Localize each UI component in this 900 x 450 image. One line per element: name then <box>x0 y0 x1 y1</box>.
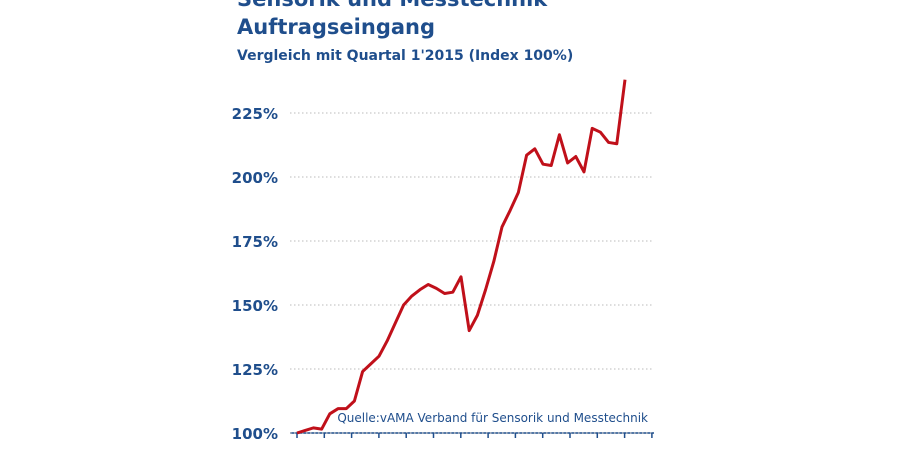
y-tick-label: 100% <box>232 425 278 443</box>
y-tick-label: 200% <box>232 169 278 187</box>
chart-title: Auftragseingang <box>237 15 435 39</box>
y-tick-label: 225% <box>232 105 278 123</box>
y-tick-label: 175% <box>232 233 278 251</box>
data-line <box>296 79 627 435</box>
chart-subtitle: Vergleich mit Quartal 1'2015 (Index 100%… <box>237 48 573 64</box>
y-tick-label: 125% <box>232 361 278 379</box>
y-tick-label: 150% <box>232 297 278 315</box>
chart-title: Sensorik und Messtechnik <box>237 0 548 11</box>
source-note: Quelle:vAMA Verband für Sensorik und Mes… <box>337 411 648 425</box>
